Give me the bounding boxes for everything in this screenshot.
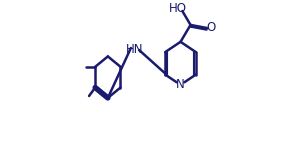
Text: O: O: [206, 21, 215, 34]
Text: HN: HN: [126, 43, 143, 56]
Text: HO: HO: [169, 2, 187, 15]
Text: N: N: [176, 78, 185, 91]
